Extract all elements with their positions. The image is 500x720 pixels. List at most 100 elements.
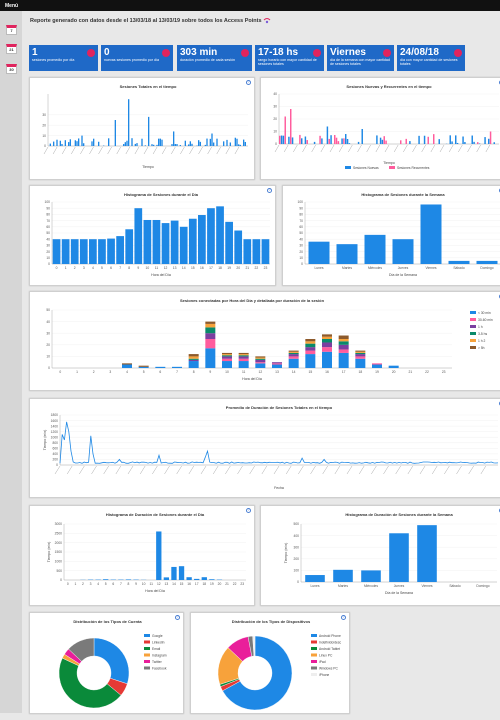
chart-duracion-semana: Histograma de Duración de Sesiones duran… xyxy=(261,506,500,607)
bar xyxy=(365,235,386,264)
bar xyxy=(292,137,293,144)
bar xyxy=(255,362,265,363)
x-tick-label xyxy=(152,466,157,474)
bar xyxy=(376,135,377,144)
x-tick-label: 8 xyxy=(128,266,130,270)
x-tick-label xyxy=(367,145,371,152)
bar xyxy=(305,575,325,582)
bar xyxy=(330,135,331,144)
x-tick-label xyxy=(67,466,72,474)
legend-label: Facebook xyxy=(152,667,167,671)
bar xyxy=(65,140,66,146)
x-tick-label xyxy=(208,147,212,154)
bar xyxy=(333,570,353,582)
x-tick-label: 3 xyxy=(90,582,92,586)
menu-bar[interactable]: Menú xyxy=(0,0,500,11)
x-tick-label xyxy=(274,466,279,474)
bar xyxy=(307,140,308,144)
x-tick-label: 20 xyxy=(218,582,222,586)
x-tick-label xyxy=(376,145,380,152)
x-tick-label: Miércoles xyxy=(364,584,378,588)
bar xyxy=(205,348,215,368)
x-tick-label xyxy=(440,145,444,152)
bar xyxy=(189,356,199,358)
help-icon[interactable]: ? xyxy=(175,615,180,620)
legend-swatch xyxy=(311,673,317,676)
bar xyxy=(98,239,106,264)
x-tick-label: Viernes xyxy=(421,584,432,588)
legend-label: Sesiones Recurrentes xyxy=(397,166,430,170)
bar xyxy=(385,141,386,144)
help-icon[interactable]: ? xyxy=(267,188,272,193)
panel-duracion-dia: ?Histograma de Duración de Sesiones dura… xyxy=(29,505,255,606)
bar xyxy=(108,138,109,146)
bar xyxy=(322,337,332,339)
chart-duracion-dia: Histograma de Duración de Sesiones duran… xyxy=(30,506,256,607)
x-tick-label: 7 xyxy=(176,370,178,374)
bar xyxy=(139,367,149,368)
y-tick-label: 500 xyxy=(293,522,299,526)
bar xyxy=(156,531,161,580)
bar xyxy=(136,143,137,146)
y-tick-label: 1000 xyxy=(51,435,59,439)
x-tick-label xyxy=(359,466,364,474)
bar xyxy=(179,566,184,580)
y-tick-label: 0 xyxy=(48,262,50,266)
bar xyxy=(355,356,365,358)
bar xyxy=(202,577,207,580)
bar xyxy=(400,140,401,144)
y-tick-label: 1400 xyxy=(51,424,59,428)
bar xyxy=(339,341,349,344)
legend-label: iPad xyxy=(319,660,326,664)
x-tick-label: 13 xyxy=(275,370,279,374)
calendar-7-icon[interactable]: 7 xyxy=(6,25,17,35)
bar xyxy=(457,143,458,144)
x-tick-label: 11 xyxy=(155,266,159,270)
y-tick-label: 10 xyxy=(273,130,277,134)
bar xyxy=(245,142,246,146)
x-tick-label xyxy=(298,466,303,474)
bar xyxy=(322,342,332,347)
y-tick-label: 800 xyxy=(52,441,58,445)
chart-hist-semana: Histograma de Sesiones durante la Semana… xyxy=(283,186,500,287)
bar xyxy=(156,145,157,146)
bar xyxy=(424,136,425,144)
x-tick-label: 14 xyxy=(292,370,296,374)
x-tick-label xyxy=(385,145,389,152)
bar xyxy=(131,138,132,146)
help-icon[interactable]: ? xyxy=(246,508,251,513)
x-tick-label: Sábado xyxy=(449,584,461,588)
chart-tipos-dispositivo: Distribución de los Tipos de Dispositivo… xyxy=(191,613,351,715)
bar xyxy=(210,139,211,146)
x-tick-label: 15 xyxy=(191,266,195,270)
calendar-21-icon[interactable]: 21 xyxy=(6,44,17,54)
x-tick-label: 12 xyxy=(258,370,262,374)
bar xyxy=(81,136,82,146)
bar xyxy=(205,145,206,146)
y-tick-label: 40 xyxy=(46,320,50,324)
bar xyxy=(71,239,79,264)
bar xyxy=(171,144,172,146)
x-tick-label xyxy=(235,147,239,154)
x-tick-label xyxy=(394,145,398,152)
x-tick-label xyxy=(468,145,472,152)
y-tick-label: 200 xyxy=(293,557,299,561)
chart-title: Sesiones Totales en el tiempo xyxy=(120,84,177,89)
help-icon[interactable]: ? xyxy=(341,615,346,620)
bar xyxy=(209,579,214,580)
bar xyxy=(180,227,188,264)
calendar-30-icon[interactable]: 30 xyxy=(6,64,17,74)
help-icon[interactable]: ? xyxy=(246,80,251,85)
menu-label[interactable]: Menú xyxy=(5,3,18,9)
x-tick-label xyxy=(92,466,97,474)
bar xyxy=(349,143,350,144)
x-tick-label: 19 xyxy=(227,266,231,270)
y-tick-label: 40 xyxy=(299,237,303,241)
bar xyxy=(189,359,199,360)
bar xyxy=(115,120,116,146)
bar xyxy=(305,137,306,144)
legend-swatch xyxy=(311,647,317,650)
x-axis-label: Fecha xyxy=(274,486,284,490)
x-tick-label xyxy=(238,466,243,474)
